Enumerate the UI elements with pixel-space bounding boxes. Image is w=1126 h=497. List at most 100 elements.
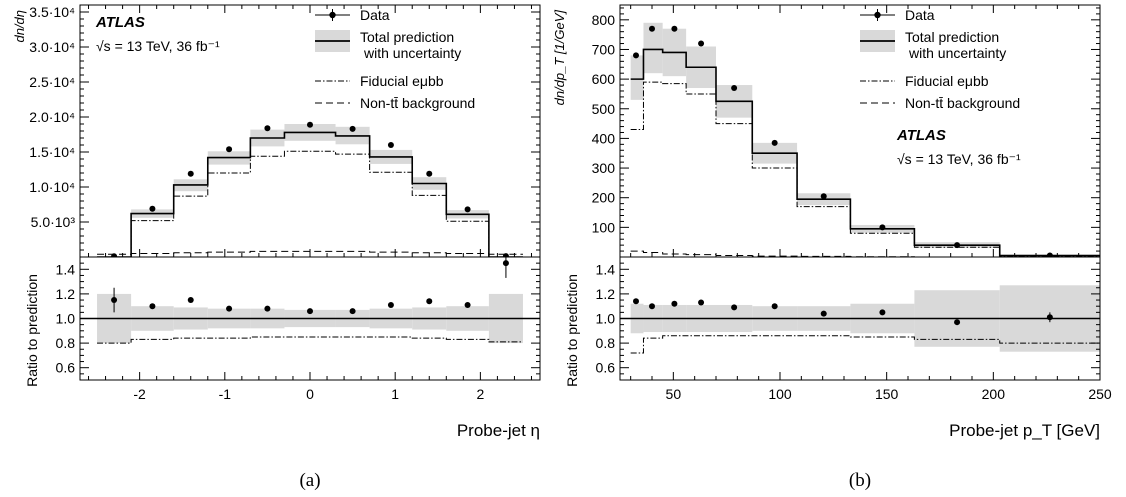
x-axis-title: Probe-jet p_T [GeV] — [949, 421, 1100, 440]
legend-label-data: Data — [905, 7, 935, 23]
y-tick-label: 5.0·10³ — [31, 214, 76, 230]
x-axis-title: Probe-jet η — [457, 421, 540, 440]
x-tick-label: -1 — [219, 386, 232, 402]
ratio-y-tick-label: 0.8 — [56, 335, 76, 351]
data-point — [772, 140, 778, 146]
ratio-data-point — [879, 309, 885, 315]
y-tick-label: 800 — [592, 12, 616, 28]
y-tick-label: 100 — [592, 219, 616, 235]
ratio-plot-area — [80, 248, 540, 343]
ratio-data-point — [307, 308, 313, 314]
experiment-label: ATLAS — [896, 127, 946, 144]
data-point — [731, 85, 737, 91]
y-tick-label: 300 — [592, 160, 616, 176]
data-point — [821, 193, 827, 199]
x-tick-label: 0 — [306, 386, 314, 402]
data-point — [633, 52, 639, 58]
data-point — [264, 125, 270, 131]
data-point — [111, 253, 117, 259]
legend-label-prediction: Total prediction — [360, 29, 454, 45]
data-point — [465, 206, 471, 212]
ratio-data-point — [149, 303, 155, 309]
y-tick-label: 700 — [592, 41, 616, 57]
ratio-data-point — [954, 319, 960, 325]
y-tick-label: 200 — [592, 190, 616, 206]
ratio-y-tick-label: 1.2 — [596, 286, 616, 302]
ratio-data-point — [1047, 314, 1053, 320]
legend-label-fiducial: Fiducial eμbb — [905, 73, 989, 89]
data-point — [188, 171, 194, 177]
data-point — [350, 126, 356, 132]
ratio-y-tick-label: 0.6 — [596, 360, 616, 376]
data-point — [954, 242, 960, 248]
y-tick-label: 1.5·10⁴ — [29, 144, 75, 160]
y-tick-label: 1.0·10⁴ — [29, 179, 75, 195]
chart-panel-a: -2 -1 0 1 2 5.0·10³ 1.0·10⁴ 1.5·10⁴ 2.0·10⁴ 2.5·1… — [12, 4, 540, 491]
data-point — [149, 206, 155, 212]
energy-label: √s = 13 TeV, 36 fb⁻¹ — [897, 151, 1021, 167]
legend-label-background: Non-tt̄ background — [360, 95, 475, 111]
data-point — [1047, 253, 1053, 259]
uncertainty-band-bin — [631, 55, 644, 99]
x-tick-label: 100 — [768, 386, 792, 402]
ratio-y-tick-label: 0.8 — [596, 335, 616, 351]
ratio-data-point — [388, 302, 394, 308]
ratio-data-point — [350, 308, 356, 314]
x-tick-label: 2 — [476, 386, 484, 402]
data-point — [649, 26, 655, 32]
ratio-data-point — [698, 300, 704, 306]
ratio-data-point — [503, 260, 509, 266]
fiducial-histogram — [97, 151, 523, 257]
x-tick-label: 50 — [666, 386, 682, 402]
ratio-y-tick-label: 0.6 — [56, 360, 76, 376]
ratio-data-point — [426, 298, 432, 304]
x-tick-label: 250 — [1088, 386, 1112, 402]
y-tick-label: 2.5·10⁴ — [29, 74, 75, 90]
main-plot-area — [97, 122, 523, 260]
legend-label-background: Non-tt̄ background — [905, 95, 1020, 111]
x-tick-label: 1 — [391, 386, 399, 402]
experiment-label: ATLAS — [95, 14, 145, 31]
fiducial-ratio-line — [97, 337, 523, 343]
ratio-data-point — [633, 298, 639, 304]
ratio-data-point — [111, 297, 117, 303]
x-tick-label: -2 — [133, 386, 146, 402]
y-tick-label: 400 — [592, 130, 616, 146]
data-point — [698, 41, 704, 47]
legend-data-marker — [329, 12, 335, 18]
ratio-y-tick-label: 1.0 — [596, 311, 616, 327]
legend-label-fiducial: Fiducial eμbb — [360, 73, 444, 89]
ratio-y-tick-label: 1.0 — [56, 311, 76, 327]
y-tick-label: 600 — [592, 71, 616, 87]
ratio-axis-title: Ratio to prediction — [24, 274, 40, 387]
y-tick-label: 3.0·10⁴ — [29, 39, 75, 55]
data-point — [307, 122, 313, 128]
data-point — [879, 224, 885, 230]
ratio-data-point — [188, 297, 194, 303]
chart-panel-b: 50 100 150 200 250 100 200 300 400 500 600 700 800 0.… — [552, 5, 1112, 491]
data-point — [671, 26, 677, 32]
ratio-data-point — [226, 306, 232, 312]
ratio-y-tick-label: 1.4 — [56, 261, 76, 277]
legend-label-data: Data — [360, 7, 390, 23]
ratio-data-point — [671, 301, 677, 307]
ratio-data-point — [821, 311, 827, 317]
data-point — [226, 146, 232, 152]
data-point — [388, 142, 394, 148]
panel-caption: (b) — [849, 470, 871, 491]
legend-label-uncertainty: with uncertainty — [908, 45, 1006, 61]
main-plot-area — [631, 23, 1100, 259]
ratio-data-point — [772, 303, 778, 309]
data-point — [426, 171, 432, 177]
ratio-plot-area — [620, 285, 1100, 353]
y-axis-title: dn/dη — [12, 10, 27, 43]
ratio-data-point — [264, 306, 270, 312]
ratio-data-point — [465, 302, 471, 308]
energy-label: √s = 13 TeV, 36 fb⁻¹ — [96, 38, 220, 54]
panel-caption: (a) — [299, 470, 320, 491]
y-tick-label: 3.5·10⁴ — [29, 4, 75, 20]
legend-data-marker — [874, 12, 880, 18]
